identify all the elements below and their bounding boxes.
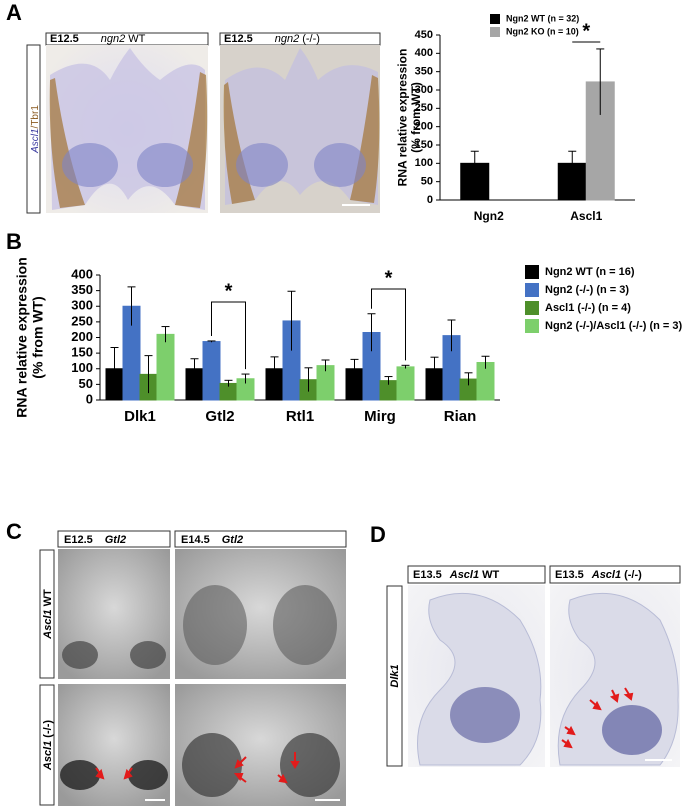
y-tick-label: 450 [415, 29, 433, 41]
y-tick-label: 150 [71, 345, 93, 360]
legend-label: Ngn2 (-/-) (n = 3) [545, 284, 629, 296]
panel-label: C [6, 519, 22, 544]
stain-label: Dlk1 [389, 664, 401, 687]
row-label: Ascl1WT [42, 589, 54, 640]
row-label: Ascl1(-/-) [42, 720, 54, 771]
y-tick-label: 300 [71, 298, 93, 313]
image-header: E14.5 Gtl2 [181, 534, 243, 546]
bar [396, 366, 415, 401]
bar [202, 341, 221, 401]
y-axis-label-line: (% from WT) [409, 82, 423, 153]
legend-label: Ascl1 (-/-) (n = 4) [545, 302, 631, 314]
y-tick-label: 0 [427, 194, 433, 206]
y-axis-label-line: RNA relative expression [13, 257, 29, 418]
significance-mark: * [225, 280, 233, 302]
legend-swatch [525, 301, 539, 315]
x-tick-label: Rian [444, 408, 477, 425]
panel-label: B [6, 229, 22, 254]
panel-label: D [370, 522, 386, 547]
bar [156, 333, 175, 401]
legend-label: Ngn2 (-/-)/Ascl1 (-/-) (n = 3) [545, 320, 683, 332]
legend-swatch [525, 265, 539, 279]
y-axis-label: RNA relative expression(% from WT) [13, 257, 45, 418]
image-header: E12.5 ngn2 (-/-) [224, 33, 320, 45]
image-header: E12.5 Gtl2 [64, 534, 126, 546]
significance-mark: * [582, 20, 590, 42]
y-axis-label-line: (% from WT) [29, 296, 45, 378]
legend-label: Ngn2 WT (n = 16) [545, 266, 635, 278]
y-tick-label: 50 [79, 376, 93, 391]
y-tick-label: 0 [86, 391, 93, 406]
panel-c-images: E12.5 Gtl2 E14.5 Gtl2 Ascl1WT Ascl1(-/-) [39, 530, 347, 806]
image-header: E13.5 Ascl1 (-/-) [555, 569, 642, 581]
y-tick-label: 200 [71, 329, 93, 344]
significance-bracket [211, 301, 246, 370]
y-tick-label: 150 [415, 139, 433, 151]
y-tick-label: 50 [421, 176, 433, 188]
panel-label: A [6, 0, 22, 25]
y-tick-label: 200 [415, 121, 433, 133]
y-axis-label-line: RNA relative expression [396, 49, 410, 187]
y-tick-label: 100 [415, 157, 433, 169]
x-tick-label: Ascl1 [570, 209, 602, 223]
image-header: E13.5 Ascl1 WT [413, 569, 499, 581]
legend-swatch [490, 27, 500, 37]
significance-bracket [371, 288, 406, 361]
y-tick-label: 350 [415, 66, 433, 78]
y-tick-label: 250 [71, 313, 93, 328]
stain-label: Ascl1/Tbr1 [30, 105, 41, 154]
y-tick-label: 400 [71, 266, 93, 281]
x-tick-label: Rtl1 [286, 408, 314, 425]
x-tick-label: Dlk1 [124, 408, 156, 425]
y-tick-label: 350 [71, 282, 93, 297]
y-axis-label: RNA relative expression(% from WT) [396, 49, 424, 187]
y-tick-label: 250 [415, 102, 433, 114]
significance-mark: * [385, 267, 393, 289]
legend-swatch [490, 14, 500, 24]
legend-swatch [525, 283, 539, 297]
panel-a-images: Ascl1/Tbr1 E12.5 ngn2 WT E12.5 ngn2 (-/-) [26, 32, 381, 214]
legend-swatch [525, 319, 539, 333]
x-tick-label: Ngn2 [474, 209, 504, 223]
y-tick-label: 300 [415, 84, 433, 96]
x-tick-label: Gtl2 [205, 408, 234, 425]
panel-d-images: E13.5 Ascl1 WT E13.5 Ascl1 (-/-) Dlk1 [386, 565, 681, 767]
legend-label: Ngn2 KO (n = 10) [506, 26, 579, 36]
legend-label: Ngn2 WT (n = 32) [506, 13, 579, 23]
x-tick-label: Mirg [364, 408, 396, 425]
y-tick-label: 400 [415, 47, 433, 59]
image-header: E12.5 ngn2 WT [50, 33, 146, 45]
y-tick-label: 100 [71, 360, 93, 375]
